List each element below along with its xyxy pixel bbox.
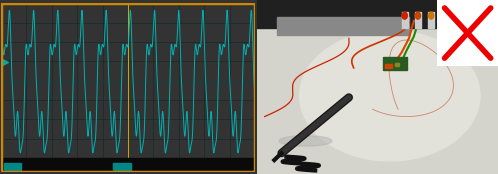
Ellipse shape <box>415 12 420 19</box>
Bar <box>382 57 406 70</box>
Bar <box>428 12 434 28</box>
Ellipse shape <box>279 136 332 146</box>
Ellipse shape <box>402 12 407 19</box>
Bar <box>455 12 461 28</box>
Bar <box>1 158 255 172</box>
Bar <box>394 63 399 66</box>
Bar <box>113 163 130 170</box>
Bar <box>441 12 448 28</box>
Bar <box>257 0 498 28</box>
Bar <box>277 17 409 35</box>
Bar <box>3 163 21 170</box>
Bar <box>415 12 421 28</box>
Ellipse shape <box>442 12 447 19</box>
Ellipse shape <box>428 12 434 19</box>
Bar <box>385 64 392 68</box>
Bar <box>402 12 408 28</box>
Ellipse shape <box>455 12 460 19</box>
Ellipse shape <box>300 30 480 161</box>
Bar <box>257 21 498 174</box>
